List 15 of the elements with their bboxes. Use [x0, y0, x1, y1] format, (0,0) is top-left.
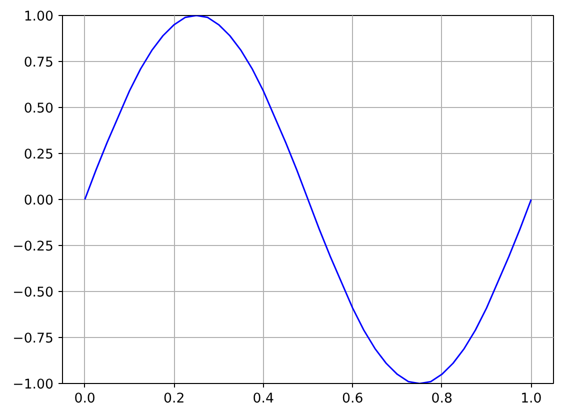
y-tick-label: 1.00	[24, 10, 54, 24]
y-tick-label: 0.50	[24, 102, 54, 116]
x-tick-label: 1.0	[520, 392, 542, 406]
y-tick-label: 0.25	[24, 148, 54, 162]
x-tick-label: 0.0	[74, 392, 96, 406]
x-tick-label: 0.8	[431, 392, 453, 406]
y-tick-label: −0.50	[12, 286, 54, 300]
y-tick-label: −1.00	[12, 378, 54, 392]
x-tick-label: 0.4	[252, 392, 274, 406]
x-tick-label: 0.2	[163, 392, 185, 406]
y-tick-label: −0.75	[12, 332, 54, 346]
x-tick-label: 0.6	[342, 392, 364, 406]
y-tick-label: 0.00	[24, 194, 54, 208]
y-tick-label: −0.25	[12, 240, 54, 254]
y-tick-label: 0.75	[24, 56, 54, 70]
